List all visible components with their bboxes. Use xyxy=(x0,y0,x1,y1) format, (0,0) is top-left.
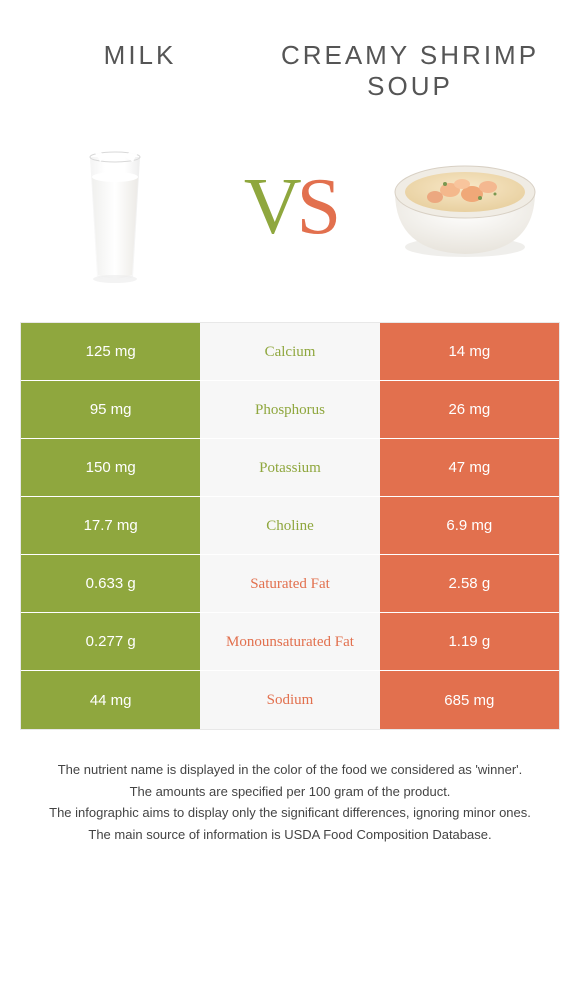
left-value: 0.633 g xyxy=(21,555,200,612)
nutrient-label: Potassium xyxy=(200,439,379,496)
vs-s: S xyxy=(297,163,337,251)
nutrient-label: Saturated Fat xyxy=(200,555,379,612)
vs-label: VS xyxy=(244,162,336,253)
footer-line: The amounts are specified per 100 gram o… xyxy=(20,782,560,802)
nutrient-label: Phosphorus xyxy=(200,381,379,438)
right-value: 1.19 g xyxy=(380,613,559,670)
left-value: 125 mg xyxy=(21,323,200,380)
footer-line: The main source of information is USDA F… xyxy=(20,825,560,845)
right-value: 14 mg xyxy=(380,323,559,380)
right-value: 685 mg xyxy=(380,671,559,729)
left-value: 0.277 g xyxy=(21,613,200,670)
table-row: 0.633 gSaturated Fat2.58 g xyxy=(21,555,559,613)
left-title: Milk xyxy=(40,40,240,71)
table-row: 150 mgPotassium47 mg xyxy=(21,439,559,497)
right-value: 2.58 g xyxy=(380,555,559,612)
footer-notes: The nutrient name is displayed in the co… xyxy=(0,730,580,844)
nutrient-label: Monounsaturated Fat xyxy=(200,613,379,670)
soup-image xyxy=(380,122,550,292)
right-value: 6.9 mg xyxy=(380,497,559,554)
table-row: 95 mgPhosphorus26 mg xyxy=(21,381,559,439)
left-value: 17.7 mg xyxy=(21,497,200,554)
table-row: 17.7 mgCholine6.9 mg xyxy=(21,497,559,555)
table-row: 0.277 gMonounsaturated Fat1.19 g xyxy=(21,613,559,671)
footer-line: The infographic aims to display only the… xyxy=(20,803,560,823)
nutrient-label: Choline xyxy=(200,497,379,554)
nutrient-label: Sodium xyxy=(200,671,379,729)
footer-line: The nutrient name is displayed in the co… xyxy=(20,760,560,780)
nutrient-label: Calcium xyxy=(200,323,379,380)
right-title: Creamy Shrimp Soup xyxy=(280,40,540,102)
left-value: 44 mg xyxy=(21,671,200,729)
table-row: 44 mgSodium685 mg xyxy=(21,671,559,729)
comparison-table: 125 mgCalcium14 mg95 mgPhosphorus26 mg15… xyxy=(20,322,560,730)
left-value: 95 mg xyxy=(21,381,200,438)
right-value: 26 mg xyxy=(380,381,559,438)
left-value: 150 mg xyxy=(21,439,200,496)
table-row: 125 mgCalcium14 mg xyxy=(21,323,559,381)
right-value: 47 mg xyxy=(380,439,559,496)
vs-v: V xyxy=(244,163,297,251)
milk-image xyxy=(30,122,200,292)
